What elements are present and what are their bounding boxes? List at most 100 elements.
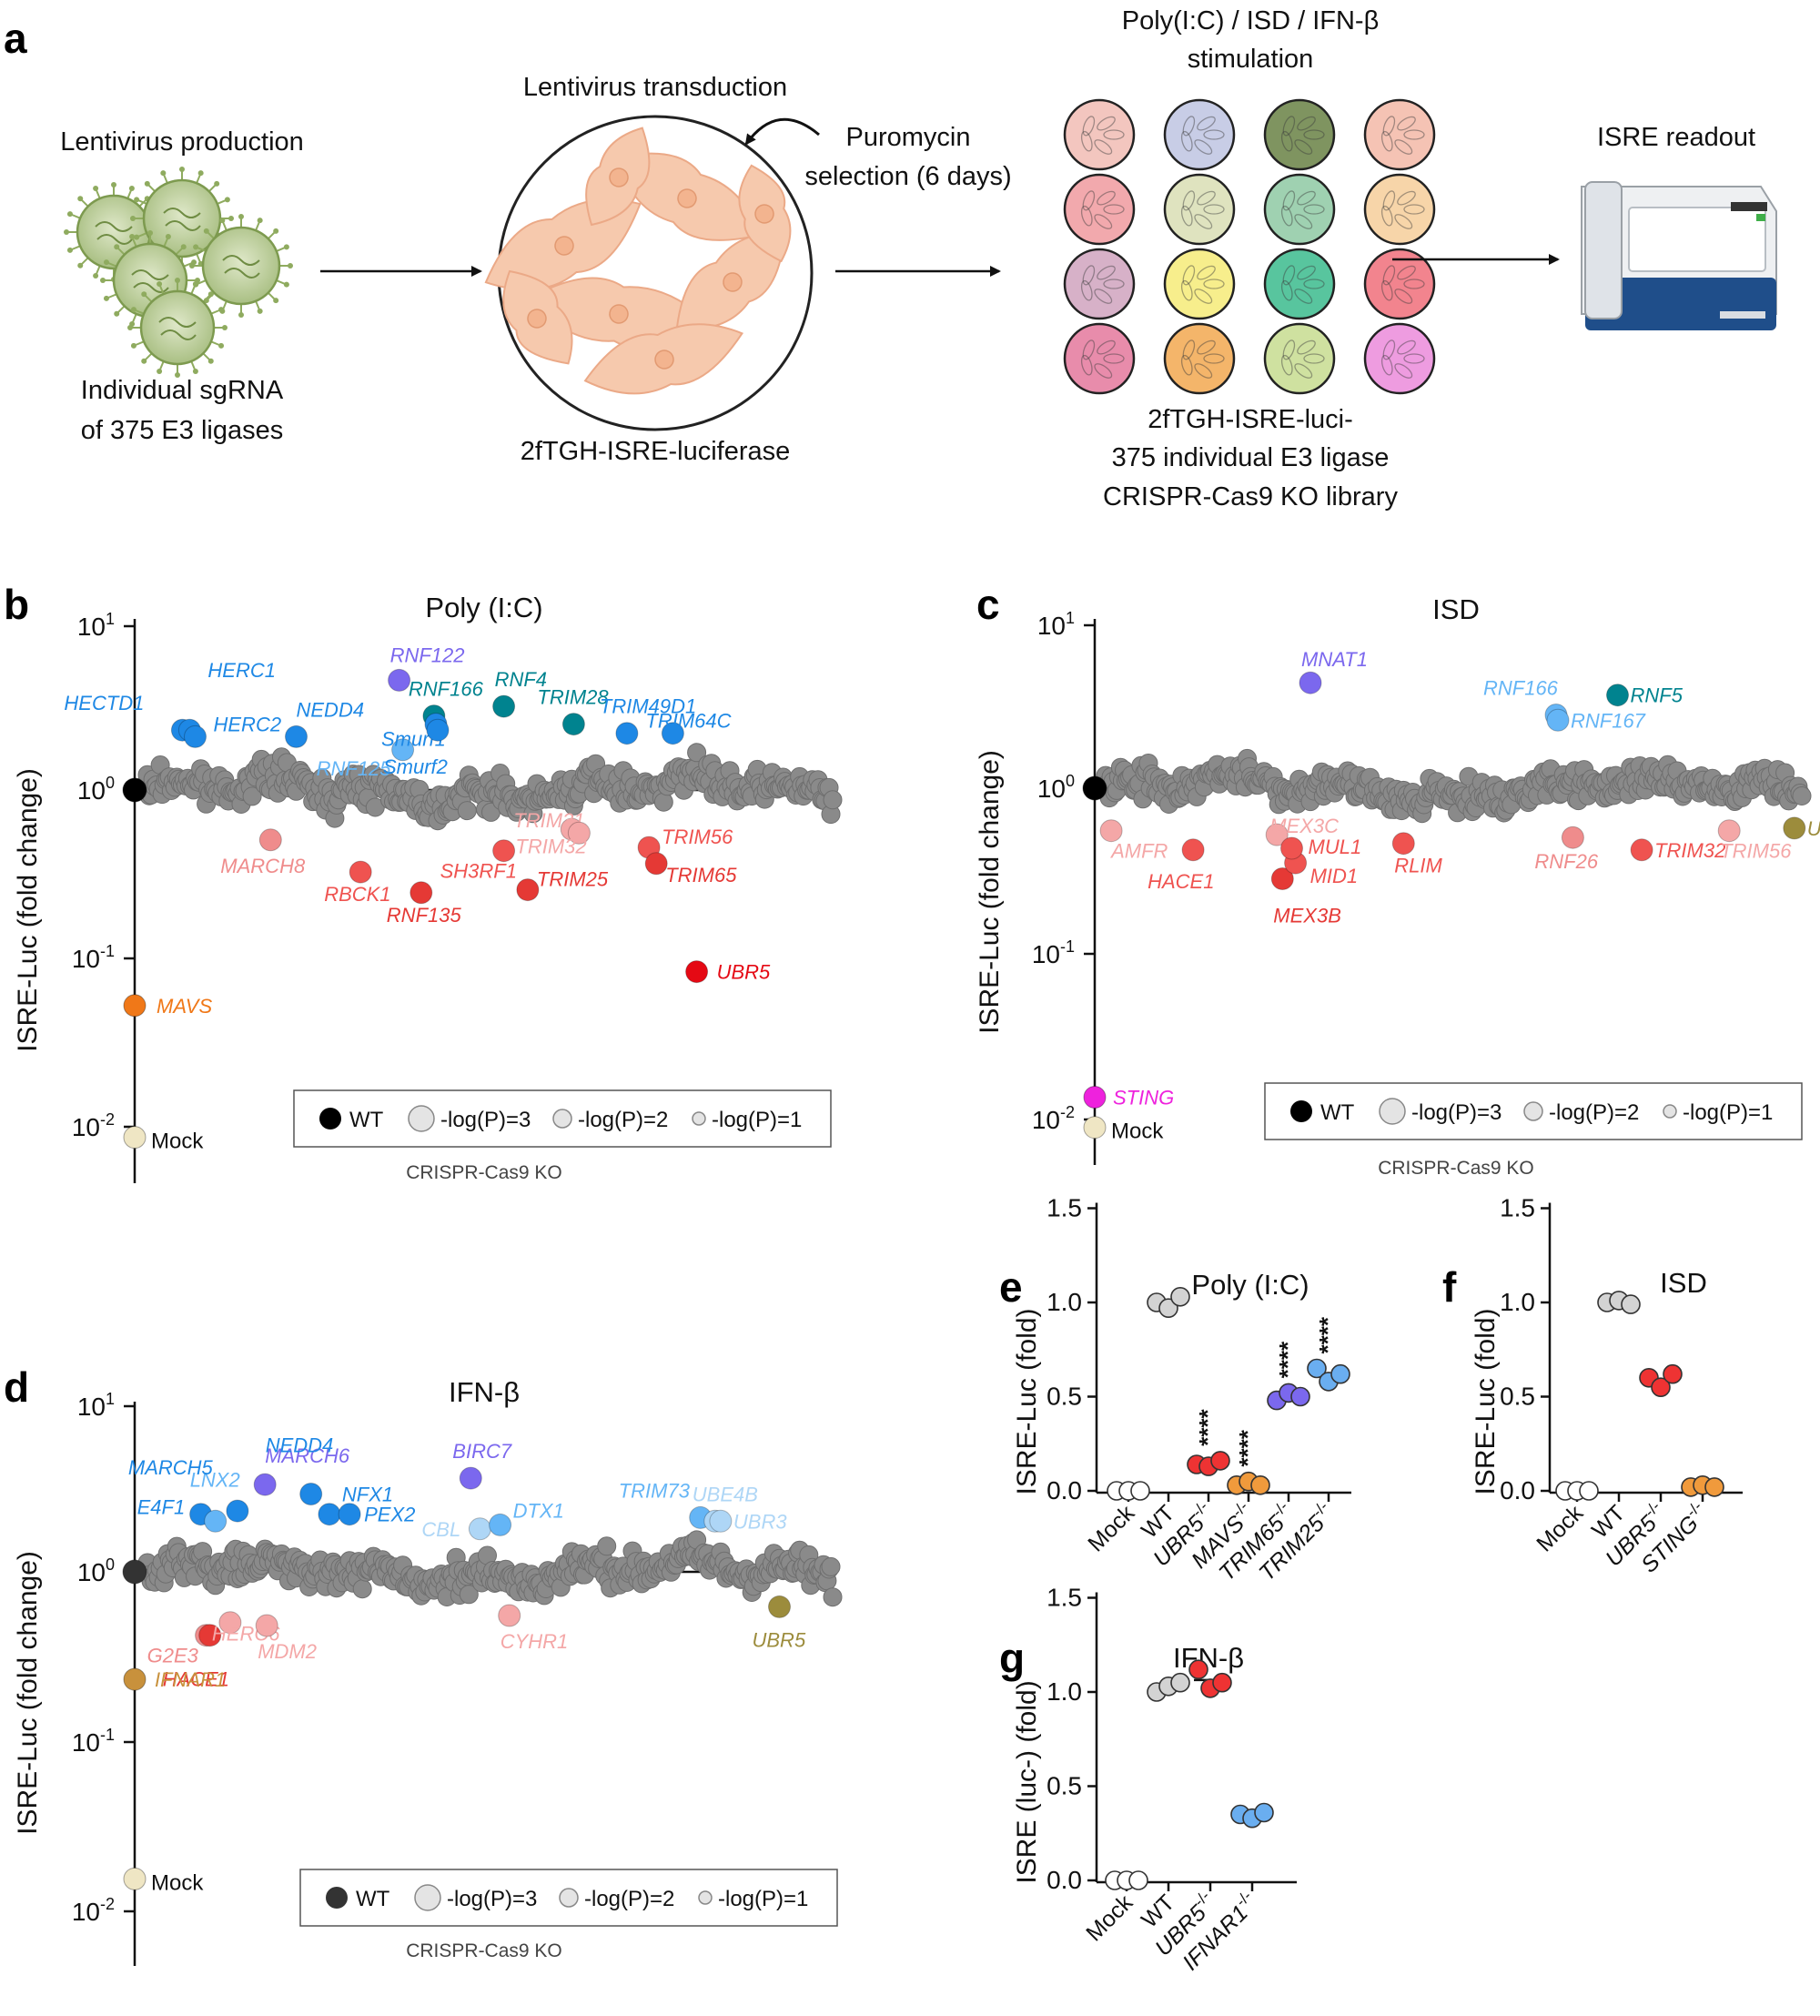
chart-g-point-ifnar1	[1254, 1802, 1274, 1823]
chart-c-hit-label-rnf26: RNF26	[1534, 850, 1598, 873]
well-11	[1363, 248, 1436, 320]
chart-f-ylabel: ISRE-Luc (fold)	[1471, 1308, 1501, 1494]
chart-b-hit-label-rnf4: RNF4	[495, 668, 547, 691]
chart-c-control-label-sting: STING	[1113, 1087, 1174, 1109]
chart-c-hit-point-mex3b	[1270, 867, 1294, 890]
chart-g-point-ubr5	[1212, 1672, 1232, 1693]
chart-c-ytick-10-1: 101	[1037, 609, 1075, 640]
chart-d-hit-label-nedd4: NEDD4	[266, 1434, 334, 1457]
chart-b-hit-label-trim49d1: TRIM49D1	[600, 695, 696, 718]
chart-c-control-point-sting	[1083, 1086, 1107, 1109]
chart-c-legend-p2: -log(P)=2	[1549, 1100, 1639, 1125]
chart-e-ytick-label: 1.0	[1046, 1288, 1082, 1316]
chart-c-hit-label-hace1: HACE1	[1148, 870, 1214, 893]
chart-b-ytick-10-0: 100	[77, 774, 115, 805]
chart-f-point-ubr5	[1651, 1377, 1671, 1397]
chart-c-legend-p1: -log(P)=1	[1683, 1100, 1773, 1125]
chart-g-ylabel: ISRE (luc-) (fold)	[1012, 1680, 1042, 1883]
chart-d-control-label-ifnar1: IFNAR1	[155, 1668, 226, 1691]
chart-d-hit-point-mdm2	[255, 1614, 278, 1637]
well-6	[1263, 173, 1336, 246]
chart-b-hit-point-smurf2	[426, 718, 450, 742]
transduced-cells-illustration	[484, 127, 792, 395]
virus-particle-2	[189, 214, 293, 318]
chart-d-hit-label-ubr3: UBR3	[733, 1510, 787, 1533]
chart-e-title: Poly (I:C)	[1191, 1269, 1309, 1301]
well-12	[1063, 322, 1136, 395]
chart-d-xlabel: CRISPR-Cas9 KO	[406, 1940, 562, 1961]
chart-b-hit-point-sh3rf1	[492, 839, 516, 863]
chart-c-hit-label-rnf167: RNF167	[1571, 709, 1646, 732]
chart-g-point-mock	[1128, 1870, 1148, 1890]
chart-c-hit-point-rnf26	[1561, 826, 1584, 849]
chart-e-significance-ubr5: ****	[1194, 1409, 1221, 1446]
chart-b-data-points: HECTD1 HERC1 HERC2 NEDD4 RNF125 RNF122 RNF166 S…	[64, 643, 843, 1154]
chart-f-ytick-label: 1.5	[1500, 1194, 1535, 1222]
chart-b-legend-wt: WT	[349, 1108, 384, 1132]
chart-d-legend-p2: -log(P)=2	[584, 1887, 674, 1911]
chart-c-hit-point-rlim	[1391, 832, 1415, 856]
chart-c-ytick-10-0: 100	[1037, 772, 1075, 803]
chart-b-legend-p3: -log(P)=3	[440, 1108, 531, 1132]
well-0	[1063, 98, 1136, 171]
lentivirus-production-label: Lentivirus production	[60, 127, 304, 157]
chart-c-xlabel: CRISPR-Cas9 KO	[1378, 1158, 1534, 1179]
chart-b-hit-label-rbck1: RBCK1	[324, 883, 390, 906]
chart-e-significance-trim65: ****	[1274, 1341, 1301, 1378]
chart-d-legend-p3: -log(P)=3	[447, 1887, 537, 1911]
well-8	[1063, 248, 1136, 320]
chart-d-hit-label-mdm2: MDM2	[258, 1640, 317, 1663]
panel-letter-e: e	[999, 1263, 1023, 1311]
chart-b-hit-point-rnf122	[388, 668, 411, 692]
chart-d-hit-label-lnx2: LNX2	[190, 1468, 240, 1491]
chart-g-point-wt	[1170, 1672, 1190, 1693]
chart-b-ytick-10-1: 101	[77, 610, 115, 641]
puromycin-label-line1: Puromycin	[846, 123, 971, 152]
panel-e: e Poly (I:C) ISRE-Luc (fold) 0.0 0.5 1.0 1.…	[999, 1194, 1351, 1585]
chart-d-hit-label-g2e3: G2E3	[147, 1645, 199, 1667]
stimulation-label-line1: Poly(I:C) / ISD / IFN-β	[1122, 6, 1380, 35]
well-3	[1363, 98, 1436, 171]
chart-b-legend-p2: -log(P)=2	[578, 1108, 668, 1132]
chart-c-hit-label-trim56: TRIM56	[1720, 840, 1792, 863]
chart-d-hit-point-ubr5	[768, 1595, 791, 1618]
chart-c-hit-label-mex3c: MEX3C	[1269, 815, 1339, 837]
chart-d-hit-point-ubr3	[709, 1509, 733, 1533]
cell-2	[527, 277, 712, 350]
chart-b-hit-label-trim28: TRIM28	[537, 686, 609, 709]
chart-b-hit-point-trim28	[561, 713, 585, 736]
panel-letter-d: d	[4, 1363, 29, 1411]
chart-b-ytick-10-m2: 10-2	[72, 1110, 115, 1141]
chart-b-hit-point-rbck1	[349, 860, 372, 884]
chart-c-hit-point-mul1	[1280, 836, 1303, 860]
chart-b-control-label-mock: Mock	[151, 1130, 204, 1154]
panel-a: a Lentivirus production Individual sgRNA…	[4, 6, 1777, 512]
chart-g-point-ubr5	[1188, 1659, 1208, 1679]
well-14	[1263, 322, 1336, 395]
chart-d-ylabel: ISRE-Luc (fold change)	[13, 1551, 43, 1835]
cell-7	[738, 164, 792, 263]
chart-d-ko-point	[352, 1579, 372, 1599]
chart-d-hit-point-hace1	[198, 1624, 222, 1647]
chart-b-ko-point	[242, 786, 262, 806]
chart-b-hit-label-smurf2: Smurf2	[383, 755, 448, 778]
chart-b-control-point-mock	[123, 1126, 147, 1150]
chart-d-legend-wt: WT	[356, 1887, 390, 1911]
chart-b-hit-label-herc2: HERC2	[214, 713, 282, 735]
chart-c-control-point-wt	[1082, 775, 1107, 801]
chart-c-title: ISD	[1432, 593, 1480, 625]
chart-f-ytick-label: 0.0	[1500, 1476, 1535, 1504]
library-label-line1: 2fTGH-ISRE-luci-	[1148, 405, 1353, 434]
chart-d-hit-label-dtx1: DTX1	[513, 1499, 564, 1522]
chart-d-hit-point-march6	[253, 1473, 277, 1496]
chart-c-hit-point-trim32	[1630, 838, 1653, 862]
chart-c-hit-label-mul1: MUL1	[1309, 836, 1362, 858]
chart-c-hit-point-ubr5	[1783, 816, 1806, 840]
chart-c-control-label-mock: Mock	[1111, 1119, 1164, 1144]
chart-f-xtick-label-mock: Mock	[1532, 1500, 1588, 1556]
chart-d-ytick-10-0: 100	[77, 1555, 115, 1586]
chart-b-hit-label-rnf125: RNF125	[317, 757, 392, 780]
chart-d-hit-label-nfx1: NFX1	[342, 1484, 393, 1506]
chart-b-hit-point-herc2	[184, 724, 207, 748]
